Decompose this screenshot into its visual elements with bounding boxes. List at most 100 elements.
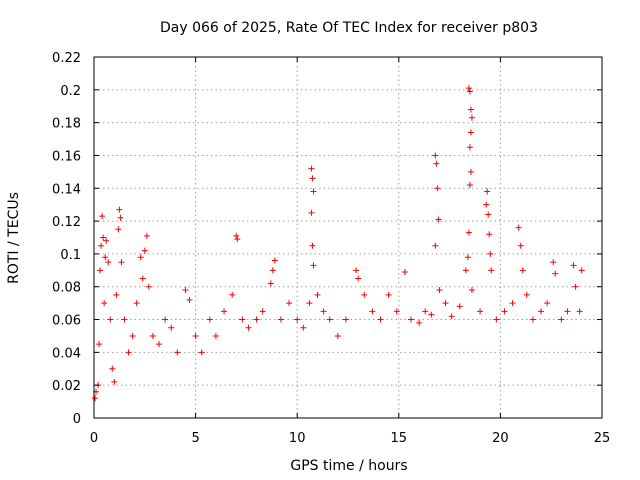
x-tick-label: 15 — [391, 431, 408, 446]
data-point — [462, 267, 469, 274]
data-point — [149, 332, 156, 339]
data-point — [186, 296, 193, 303]
data-point — [129, 332, 136, 339]
data-point — [493, 316, 500, 323]
data-point — [145, 283, 152, 290]
data-point — [484, 188, 491, 195]
data-point — [121, 316, 128, 323]
data-point — [253, 316, 260, 323]
data-point — [529, 316, 536, 323]
y-tick-label: 0.22 — [52, 51, 81, 66]
data-point — [118, 259, 125, 266]
data-point — [538, 308, 545, 315]
x-tick-label: 25 — [594, 431, 611, 446]
data-point — [125, 349, 132, 356]
data-point — [466, 144, 473, 151]
data-point — [98, 242, 105, 249]
data-point — [401, 268, 408, 275]
data-point — [467, 129, 474, 136]
y-tick-label: 0.1 — [60, 248, 81, 263]
data-point — [578, 267, 585, 274]
data-point — [309, 242, 316, 249]
data-point — [103, 237, 110, 244]
data-point — [487, 250, 494, 257]
data-point — [310, 188, 317, 195]
data-point — [182, 287, 189, 294]
data-point — [96, 341, 103, 348]
data-point — [466, 88, 473, 95]
data-point — [245, 324, 252, 331]
data-point — [468, 287, 475, 294]
data-point — [100, 234, 107, 241]
x-tick-label: 5 — [191, 431, 199, 446]
data-point — [212, 332, 219, 339]
data-point — [259, 308, 266, 315]
data-point — [432, 152, 439, 159]
data-point — [544, 300, 551, 307]
y-tick-label: 0.16 — [52, 149, 81, 164]
data-point — [456, 303, 463, 310]
data-point — [116, 206, 123, 213]
data-point — [523, 291, 530, 298]
data-point — [477, 308, 484, 315]
data-point — [141, 247, 148, 254]
data-points — [92, 85, 585, 402]
chart-title: Day 066 of 2025, Rate Of TEC Index for r… — [160, 20, 538, 36]
data-point — [334, 332, 341, 339]
y-tick-label: 0 — [73, 412, 81, 427]
data-point — [436, 287, 443, 294]
data-point — [139, 275, 146, 282]
y-tick-label: 0.08 — [52, 281, 81, 296]
data-point — [308, 209, 315, 216]
data-point — [174, 349, 181, 356]
data-point — [206, 316, 213, 323]
x-tick-label: 0 — [90, 431, 98, 446]
data-point — [314, 291, 321, 298]
data-point — [509, 300, 516, 307]
data-point — [342, 316, 349, 323]
data-point — [435, 216, 442, 223]
data-point — [428, 311, 435, 318]
data-point — [467, 168, 474, 175]
data-point — [369, 308, 376, 315]
data-point — [192, 332, 199, 339]
data-point — [442, 300, 449, 307]
data-point — [393, 308, 400, 315]
data-point — [117, 214, 124, 221]
data-point — [97, 267, 104, 274]
data-point — [234, 236, 241, 243]
data-point — [310, 262, 317, 269]
y-tick-label: 0.12 — [52, 215, 81, 230]
data-point — [361, 291, 368, 298]
y-tick-label: 0.18 — [52, 117, 81, 132]
y-axis-ticks: 0 0.02 0.04 0.06 0.08 0.1 0.12 0.14 0.16 0.18 0.2 0… — [52, 51, 602, 427]
data-point — [519, 267, 526, 274]
data-point — [269, 267, 276, 274]
data-point — [137, 254, 144, 261]
data-point — [416, 319, 423, 326]
data-point — [564, 308, 571, 315]
data-point — [422, 308, 429, 315]
y-tick-label: 0.04 — [52, 346, 81, 361]
y-axis-label: ROTI / TECUs — [6, 192, 22, 284]
data-point — [515, 224, 522, 231]
data-point — [113, 291, 120, 298]
data-point — [466, 181, 473, 188]
x-axis-label: GPS time / hours — [290, 458, 407, 474]
data-point — [109, 365, 116, 372]
data-point — [294, 316, 301, 323]
data-point — [306, 300, 313, 307]
data-point — [229, 291, 236, 298]
data-point — [102, 254, 109, 261]
data-point — [198, 349, 205, 356]
x-tick-label: 10 — [289, 431, 306, 446]
y-tick-label: 0.2 — [60, 84, 81, 99]
data-point — [488, 267, 495, 274]
data-point — [286, 300, 293, 307]
data-point — [101, 300, 108, 307]
data-point — [483, 201, 490, 208]
data-point — [107, 316, 114, 323]
plot-frame — [93, 56, 603, 419]
data-point — [572, 283, 579, 290]
